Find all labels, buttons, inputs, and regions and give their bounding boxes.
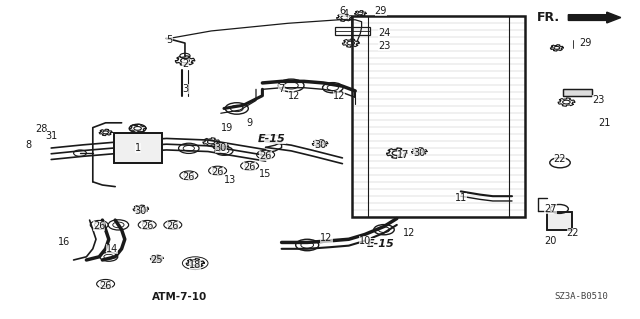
Text: 26: 26 xyxy=(259,151,272,161)
Bar xyxy=(547,212,572,230)
Text: 11: 11 xyxy=(454,193,467,203)
Text: 10: 10 xyxy=(358,236,371,246)
Text: 16: 16 xyxy=(58,237,70,248)
Text: 3: 3 xyxy=(182,84,189,94)
Text: 22: 22 xyxy=(566,228,579,238)
Text: 22: 22 xyxy=(554,154,566,165)
Text: E-15: E-15 xyxy=(367,239,395,249)
Text: SZ3A-B0510: SZ3A-B0510 xyxy=(554,293,608,301)
Bar xyxy=(352,16,525,217)
Text: 12: 12 xyxy=(403,228,416,238)
Text: 23: 23 xyxy=(378,41,390,51)
Text: 24: 24 xyxy=(378,28,390,39)
Text: 26: 26 xyxy=(166,221,179,232)
Text: 30: 30 xyxy=(314,140,326,150)
Text: 14: 14 xyxy=(106,244,118,254)
Text: 29: 29 xyxy=(374,6,387,16)
Text: 26: 26 xyxy=(243,162,256,173)
Bar xyxy=(547,212,572,230)
Text: 18: 18 xyxy=(189,260,202,270)
Text: 17: 17 xyxy=(397,150,410,160)
Text: 8: 8 xyxy=(26,140,32,150)
Text: 30: 30 xyxy=(214,143,227,153)
Text: 7: 7 xyxy=(278,84,285,94)
Text: 1: 1 xyxy=(134,143,141,153)
Text: 26: 26 xyxy=(182,172,195,182)
Text: 2: 2 xyxy=(182,59,189,69)
Bar xyxy=(563,89,592,96)
Text: 25: 25 xyxy=(150,255,163,265)
Text: 20: 20 xyxy=(544,236,557,246)
Bar xyxy=(563,89,592,96)
Text: 31: 31 xyxy=(45,130,58,141)
Text: 29: 29 xyxy=(579,38,592,48)
Text: 28: 28 xyxy=(35,124,48,134)
Text: 21: 21 xyxy=(598,118,611,128)
Text: 15: 15 xyxy=(259,169,272,179)
Text: 27: 27 xyxy=(544,204,557,214)
Bar xyxy=(114,133,161,163)
Text: 9: 9 xyxy=(246,118,253,128)
Text: 23: 23 xyxy=(592,95,605,106)
Text: 5: 5 xyxy=(166,35,173,45)
Text: 4: 4 xyxy=(342,9,349,19)
Text: 30: 30 xyxy=(413,148,426,158)
Text: 26: 26 xyxy=(141,221,154,232)
Bar xyxy=(114,133,161,163)
Text: 30: 30 xyxy=(134,205,147,216)
Text: 26: 26 xyxy=(93,221,106,232)
Text: 26: 26 xyxy=(99,280,112,291)
Text: 19: 19 xyxy=(221,122,234,133)
FancyArrow shape xyxy=(568,12,621,23)
Text: E-15: E-15 xyxy=(258,134,286,144)
Text: 26: 26 xyxy=(211,167,224,177)
Text: 12: 12 xyxy=(288,91,301,101)
Text: ATM-7-10: ATM-7-10 xyxy=(152,292,207,302)
Text: 13: 13 xyxy=(224,175,237,185)
Text: FR.: FR. xyxy=(537,11,560,24)
Text: 12: 12 xyxy=(320,233,333,243)
Bar xyxy=(335,27,370,35)
Text: 12: 12 xyxy=(333,91,346,101)
Text: 6: 6 xyxy=(339,6,346,16)
